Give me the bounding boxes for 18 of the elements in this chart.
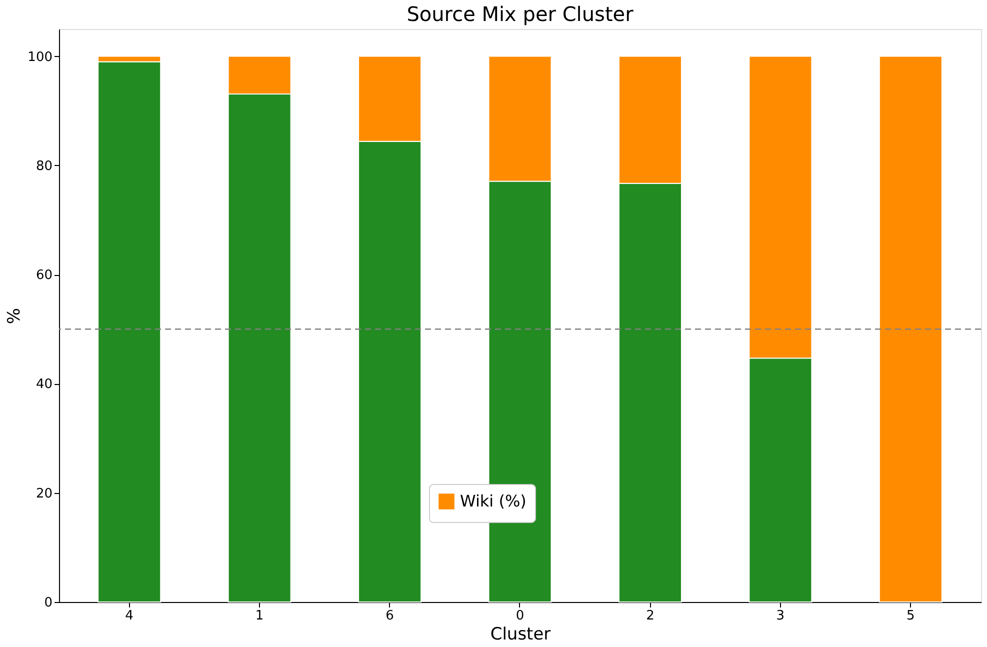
x-tick-label: 4: [125, 608, 134, 624]
y-axis-title: %: [4, 308, 25, 324]
x-tick-label: 6: [386, 608, 394, 624]
x-axis-title: Cluster: [490, 624, 551, 644]
y-tick-label: 60: [36, 268, 52, 284]
y-tick-label: 20: [36, 486, 52, 502]
x-tick-label: 0: [516, 608, 524, 624]
y-tick-label: 0: [44, 596, 52, 610]
y-tick-label: 40: [36, 377, 52, 392]
x-tick-label: 1: [255, 608, 264, 624]
x-tick-label: 3: [776, 608, 785, 624]
y-tick-label: 100: [28, 50, 52, 65]
x-tick-label: 2: [646, 608, 654, 624]
chart-title: Source Mix per Cluster: [406, 2, 634, 26]
bar: [878, 56, 942, 602]
legend-label: Wiki (%): [460, 492, 526, 510]
y-tick-label: 80: [36, 158, 52, 174]
x-tick-label: 5: [906, 608, 915, 624]
